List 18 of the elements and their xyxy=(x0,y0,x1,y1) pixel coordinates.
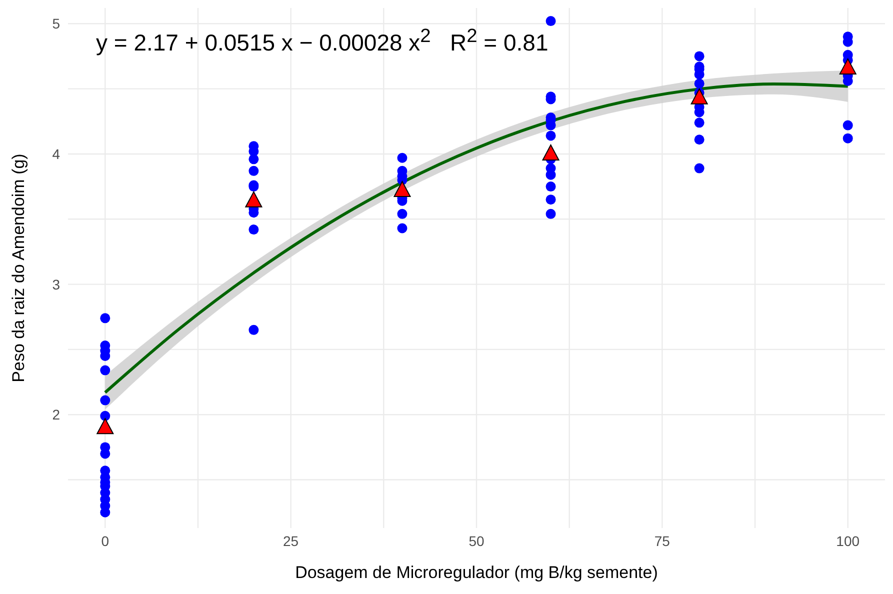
point xyxy=(96,418,114,434)
point xyxy=(690,88,708,104)
x-tick-label: 100 xyxy=(836,532,860,549)
point xyxy=(542,144,560,160)
x-axis-title: Dosagem de Microregulador (mg B/kg semente) xyxy=(295,563,658,582)
x-tick-label: 75 xyxy=(654,532,670,549)
x-tick-label: 25 xyxy=(283,532,299,549)
point xyxy=(245,191,262,208)
annotation: y = 2.17 + 0.0515 x − 0.00028 x$^{2}$ R$^{2}$ = 0.81 xyxy=(96,26,548,57)
y-tick-label: 5 xyxy=(52,16,60,32)
y-tick-label: 3 xyxy=(52,276,60,292)
y-axis-title: Peso da raiz do Amendoim (g) xyxy=(9,154,28,382)
x-tick-label: 50 xyxy=(468,532,484,549)
y-tick-label: 2 xyxy=(52,406,60,423)
x-tick-label: 0 xyxy=(101,532,110,549)
point xyxy=(839,58,856,74)
y-tick-label: 4 xyxy=(52,146,60,162)
point xyxy=(394,180,411,197)
